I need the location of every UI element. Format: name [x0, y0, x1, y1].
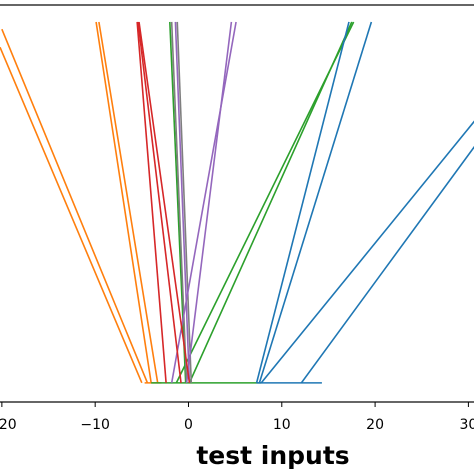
line [136, 21, 167, 383]
line [258, 21, 373, 384]
line [260, 120, 474, 384]
line [300, 145, 474, 384]
x-tick-label: −20 [0, 417, 17, 433]
line [170, 21, 237, 384]
line [185, 21, 233, 383]
x-tick-label: 0 [184, 417, 193, 433]
x-axis-label: test inputs [196, 441, 349, 470]
line [176, 21, 193, 383]
x-tick-label: 30 [459, 417, 474, 433]
line [174, 21, 191, 383]
x-tick-label: 20 [366, 417, 384, 433]
line [98, 21, 159, 384]
line [137, 21, 182, 383]
line [170, 21, 188, 383]
line [95, 21, 152, 383]
line [1, 28, 149, 384]
line [255, 21, 350, 384]
x-tick-label: −10 [80, 417, 110, 433]
x-tick-label: 10 [273, 417, 291, 433]
line [188, 21, 353, 384]
plot-frame [0, 4, 474, 403]
line [0, 46, 143, 384]
line [138, 21, 191, 383]
